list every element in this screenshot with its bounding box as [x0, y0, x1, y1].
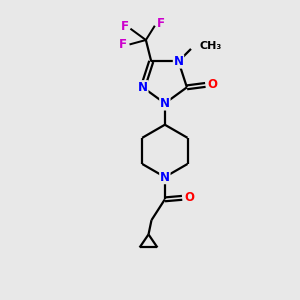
Text: N: N — [138, 81, 148, 94]
Text: O: O — [208, 78, 218, 92]
Text: CH₃: CH₃ — [200, 41, 222, 51]
Text: F: F — [121, 20, 128, 33]
Text: N: N — [173, 55, 184, 68]
Text: N: N — [160, 170, 170, 184]
Text: N: N — [160, 97, 170, 110]
Text: O: O — [184, 191, 194, 204]
Text: F: F — [118, 38, 126, 51]
Text: F: F — [157, 17, 165, 30]
